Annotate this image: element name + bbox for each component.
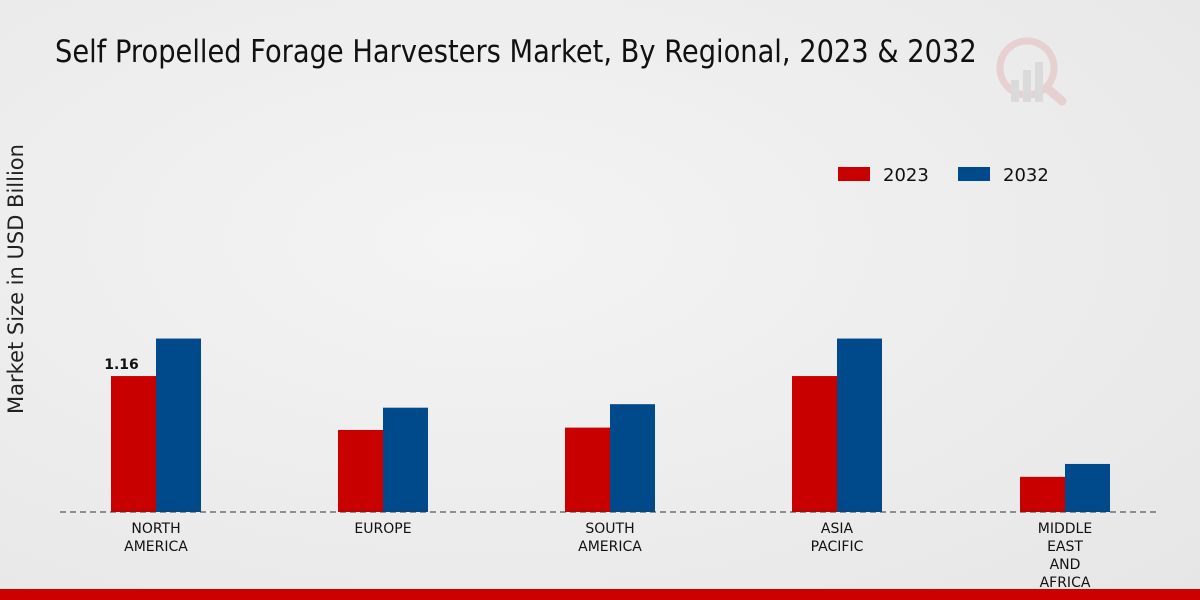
chart-title: Self Propelled Forage Harvesters Market,…	[55, 34, 977, 70]
x-tick-label: MIDDLE EAST AND AFRICA	[1038, 521, 1092, 591]
bar-2023-3	[792, 376, 837, 512]
data-label: 1.16	[104, 357, 139, 373]
legend-swatch-2032	[958, 167, 990, 181]
bar-2023-2	[565, 427, 610, 512]
bar-2032-2	[610, 404, 655, 512]
x-tick-label: ASIA PACIFIC	[811, 521, 864, 555]
bar-2023-4	[1020, 476, 1065, 512]
footer-accent-bar	[0, 589, 1200, 600]
bar-2032-1	[383, 407, 428, 512]
bar-2023-0	[111, 376, 156, 512]
bar-2023-1	[338, 429, 383, 512]
legend-label-2032: 2032	[1003, 165, 1049, 186]
bar-2032-3	[837, 338, 882, 512]
legend-label-2023: 2023	[883, 165, 929, 186]
x-tick-label: NORTH AMERICA	[124, 521, 188, 555]
legend-swatch-2023	[838, 167, 870, 181]
bar-2032-0	[156, 338, 201, 512]
bar-2032-4	[1065, 463, 1110, 512]
legend: 2023 2032	[838, 165, 1049, 186]
x-tick-label: SOUTH AMERICA	[578, 521, 642, 555]
watermark-logo-icon	[996, 37, 1067, 106]
x-tick-label: EUROPE	[354, 521, 411, 537]
